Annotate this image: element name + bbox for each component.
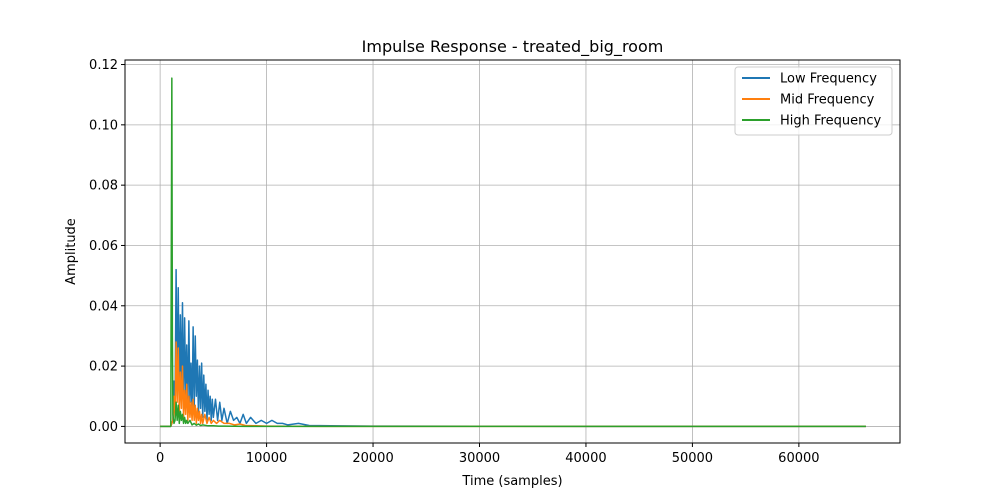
y-tick-label: 0.00	[89, 420, 118, 435]
legend-box	[734, 66, 893, 136]
y-axis-label: Amplitude	[64, 218, 79, 285]
y-axis-ticks: 0.00 0.02 0.04 0.06 0.08 0.10 0.12	[89, 58, 125, 435]
y-tick-label: 0.08	[89, 179, 118, 194]
x-tick-label: 40000	[565, 451, 606, 466]
chart-title: Impulse Response - treated_big_room	[362, 37, 664, 57]
y-tick-label: 0.10	[89, 118, 118, 133]
x-tick-label: 50000	[672, 451, 713, 466]
legend: Low Frequency Mid Frequency High Frequency	[734, 66, 893, 136]
plot-frame	[124, 59, 901, 444]
x-tick-label: 10000	[246, 451, 287, 466]
x-tick-label: 60000	[778, 451, 819, 466]
legend-label: High Frequency	[780, 114, 881, 129]
x-axis-ticks: 0 10000 20000 30000 40000 50000 60000	[156, 443, 820, 466]
series-lines	[160, 77, 866, 428]
x-tick-label: 0	[156, 451, 164, 466]
y-tick-label: 0.06	[89, 239, 118, 254]
legend-label: Mid Frequency	[780, 93, 875, 108]
x-axis-label: Time (samples)	[461, 474, 562, 489]
y-tick-label: 0.04	[89, 299, 118, 314]
series-line-high-frequency	[160, 77, 866, 428]
x-tick-label: 30000	[459, 451, 500, 466]
y-tick-label: 0.12	[89, 58, 118, 73]
y-tick-label: 0.02	[89, 360, 118, 375]
legend-label: Low Frequency	[780, 72, 877, 87]
x-tick-label: 20000	[352, 451, 393, 466]
